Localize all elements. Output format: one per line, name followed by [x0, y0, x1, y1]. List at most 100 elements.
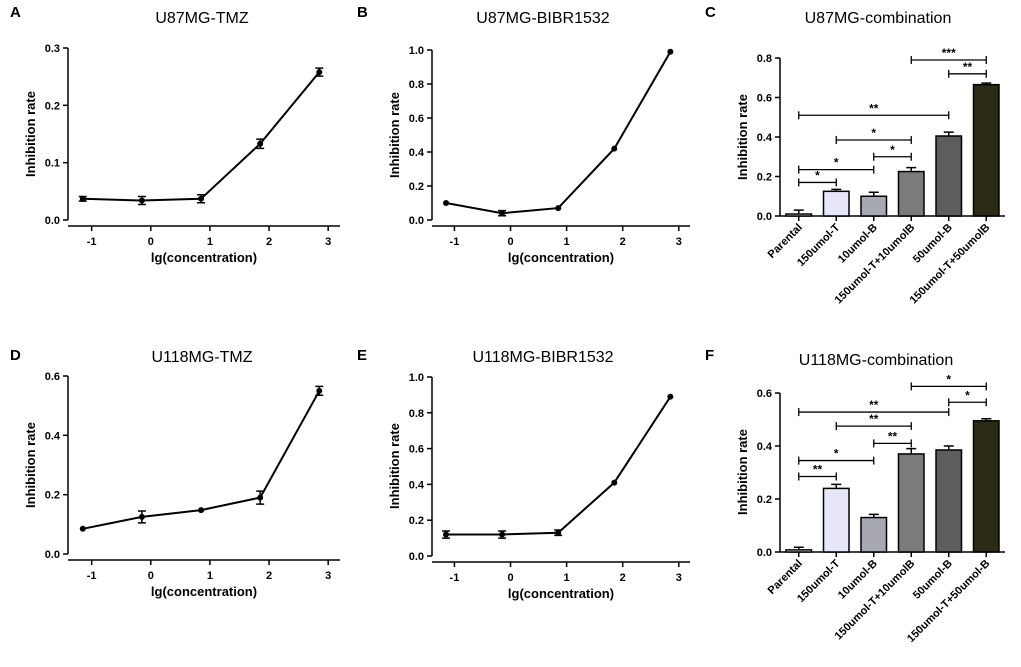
x-tick-label: 0 [148, 236, 154, 248]
panel-e-title: U118MG-BIBR1532 [472, 349, 613, 366]
panel-f-label: F [705, 347, 714, 364]
data-point [499, 531, 506, 538]
bar [972, 420, 1000, 553]
data-point [316, 387, 323, 394]
x-tick-label: -1 [450, 236, 460, 248]
panel-d-title: U118MG-TMZ [151, 349, 252, 366]
y-tick-label: 0.2 [409, 181, 424, 193]
y-axis-title: Inhibition rate [387, 423, 402, 509]
error-bar [906, 166, 917, 172]
error-bar [981, 417, 992, 421]
bar [935, 449, 963, 553]
data-point [499, 210, 506, 217]
error-bar [981, 82, 992, 85]
data-point [667, 393, 674, 400]
y-tick-label: 0.0 [757, 547, 772, 559]
panel-b-label: B [357, 4, 368, 21]
y-tick-label: 1.0 [409, 45, 424, 57]
significance-label: ** [869, 101, 879, 115]
significance-label: * [965, 388, 970, 402]
x-tick-label: 3 [676, 236, 682, 248]
x-axis-title: lg(concentration) [508, 586, 614, 601]
y-tick-label: 0.2 [45, 490, 60, 502]
y-tick-label: 0.8 [409, 79, 424, 91]
panel-c-label: C [705, 4, 716, 21]
significance-label: * [871, 126, 876, 140]
panel-f-title: U118MG-combination [799, 352, 953, 369]
x-tick-label: 2 [620, 236, 626, 248]
y-tick-label: 0.1 [45, 158, 60, 170]
data-point [79, 195, 86, 202]
y-axis-title: Inhibition rate [735, 94, 750, 180]
y-tick-label: 0.6 [409, 113, 424, 125]
x-tick-label: 1 [207, 236, 213, 248]
y-tick-label: 0.0 [409, 215, 424, 227]
significance-label: ** [869, 398, 879, 412]
data-point [257, 494, 264, 501]
y-tick-label: 0.6 [757, 93, 772, 105]
panel-c-title: U87MG-combination [805, 10, 952, 27]
y-tick-label: 0.4 [757, 132, 773, 144]
x-category-label: Parental [766, 558, 805, 597]
panel-e-label: E [357, 347, 367, 364]
x-tick-label: 0 [507, 572, 513, 584]
y-tick-label: 0.0 [409, 551, 424, 563]
data-point [138, 513, 145, 520]
data-point [79, 525, 86, 532]
series-line [445, 51, 672, 215]
bar [935, 135, 963, 217]
x-tick-label: -1 [87, 570, 97, 582]
panel-e-chart: 0.0 0.2 0.4 0.6 0.8 1.0 Inhibition rate -1 0 1 2 3 l… [387, 372, 690, 601]
y-tick-label: 0.2 [45, 100, 60, 112]
x-axis-title: lg(concentration) [151, 250, 257, 265]
significance-label: * [946, 372, 951, 386]
x-tick-label: 2 [266, 236, 272, 248]
y-tick-label: 0.0 [757, 211, 772, 223]
error-bar [868, 191, 879, 197]
y-tick-label: 0.2 [757, 172, 772, 184]
y-tick-label: 1.0 [409, 372, 424, 384]
y-tick-label: 0.4 [409, 147, 425, 159]
significance-label: * [834, 156, 839, 170]
error-bar [943, 445, 954, 450]
significance-label: * [834, 447, 839, 461]
data-point [443, 200, 450, 206]
y-tick-label: 0.6 [409, 444, 424, 456]
x-category-label: Parental [766, 222, 805, 261]
panel-a-label: A [10, 4, 21, 21]
series-line [446, 396, 672, 536]
significance-label: ** [813, 462, 823, 476]
significance-label: * [890, 143, 895, 157]
data-point [555, 529, 562, 536]
y-tick-label: 0.4 [409, 479, 425, 491]
error-bar [831, 483, 842, 489]
error-bar [793, 546, 804, 550]
data-point [138, 197, 145, 204]
bar [972, 83, 1000, 217]
x-tick-label: 3 [325, 236, 331, 248]
bar [785, 213, 813, 217]
y-tick-label: 0.4 [757, 441, 773, 453]
x-tick-label: 1 [564, 236, 570, 248]
x-tick-label: 1 [207, 570, 213, 582]
x-tick-label: 0 [148, 570, 154, 582]
panel-d-label: D [10, 347, 21, 364]
data-point [198, 507, 205, 514]
y-axis-title: Inhibition rate [387, 92, 402, 178]
y-tick-label: 0.6 [757, 388, 772, 400]
bar [897, 453, 925, 553]
data-point [611, 479, 618, 486]
error-bar [906, 447, 917, 454]
x-tick-label: 3 [325, 570, 331, 582]
x-tick-label: 0 [507, 236, 513, 248]
data-point [555, 205, 562, 212]
data-point [257, 140, 264, 147]
x-axis-title: lg(concentration) [151, 584, 257, 599]
x-tick-label: -1 [87, 236, 97, 248]
significance-label: ** [963, 60, 973, 74]
error-bar [868, 513, 879, 518]
y-tick-label: 0.3 [45, 43, 60, 55]
y-axis-title: Inhibition rate [23, 91, 38, 177]
